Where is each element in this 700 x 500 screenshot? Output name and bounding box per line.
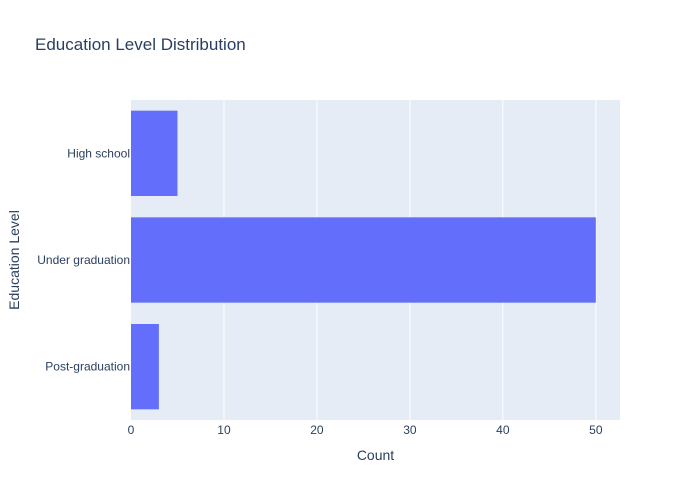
y-axis-title: Education Level [6,210,22,310]
x-tick-label: 40 [496,423,510,437]
x-axis-title: Count [357,447,394,463]
x-tick-label: 0 [128,423,135,437]
x-tick-label: 30 [403,423,417,437]
y-tick-label: Under graduation [37,253,130,267]
y-tick-label: High school [67,146,130,160]
x-tick-label: 20 [310,423,324,437]
bar-post-graduation[interactable] [131,324,159,410]
x-tick-label: 50 [589,423,603,437]
x-axis-ticks: 0 10 20 30 40 50 [128,423,603,437]
chart-title: Education Level Distribution [35,35,246,54]
x-tick-label: 10 [217,423,231,437]
y-tick-label: Post-graduation [45,360,130,374]
bar-high-school[interactable] [131,110,178,196]
bars-layer [131,110,596,410]
bar-under-graduation[interactable] [131,217,596,303]
y-axis-ticks: High school Under graduation Post-graduati… [37,146,130,373]
